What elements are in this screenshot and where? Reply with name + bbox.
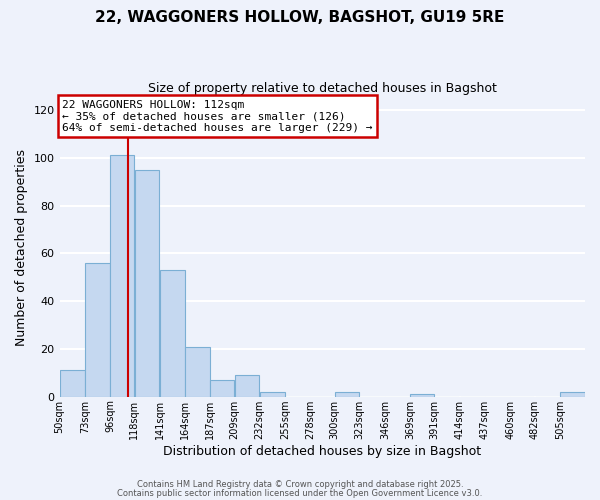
Bar	[60, 370, 85, 396]
Bar	[110, 156, 134, 396]
Bar	[260, 392, 284, 396]
Bar	[85, 263, 110, 396]
X-axis label: Distribution of detached houses by size in Bagshot: Distribution of detached houses by size …	[163, 444, 481, 458]
Text: 22 WAGGONERS HOLLOW: 112sqm
← 35% of detached houses are smaller (126)
64% of se: 22 WAGGONERS HOLLOW: 112sqm ← 35% of det…	[62, 100, 373, 132]
Bar	[235, 375, 259, 396]
Bar	[211, 380, 234, 396]
Text: 22, WAGGONERS HOLLOW, BAGSHOT, GU19 5RE: 22, WAGGONERS HOLLOW, BAGSHOT, GU19 5RE	[95, 10, 505, 25]
Bar	[335, 392, 359, 396]
Bar	[160, 270, 185, 396]
Text: Contains HM Land Registry data © Crown copyright and database right 2025.: Contains HM Land Registry data © Crown c…	[137, 480, 463, 489]
Title: Size of property relative to detached houses in Bagshot: Size of property relative to detached ho…	[148, 82, 497, 96]
Bar	[185, 346, 210, 397]
Bar	[560, 392, 585, 396]
Y-axis label: Number of detached properties: Number of detached properties	[15, 149, 28, 346]
Bar	[410, 394, 434, 396]
Bar	[134, 170, 160, 396]
Text: Contains public sector information licensed under the Open Government Licence v3: Contains public sector information licen…	[118, 488, 482, 498]
